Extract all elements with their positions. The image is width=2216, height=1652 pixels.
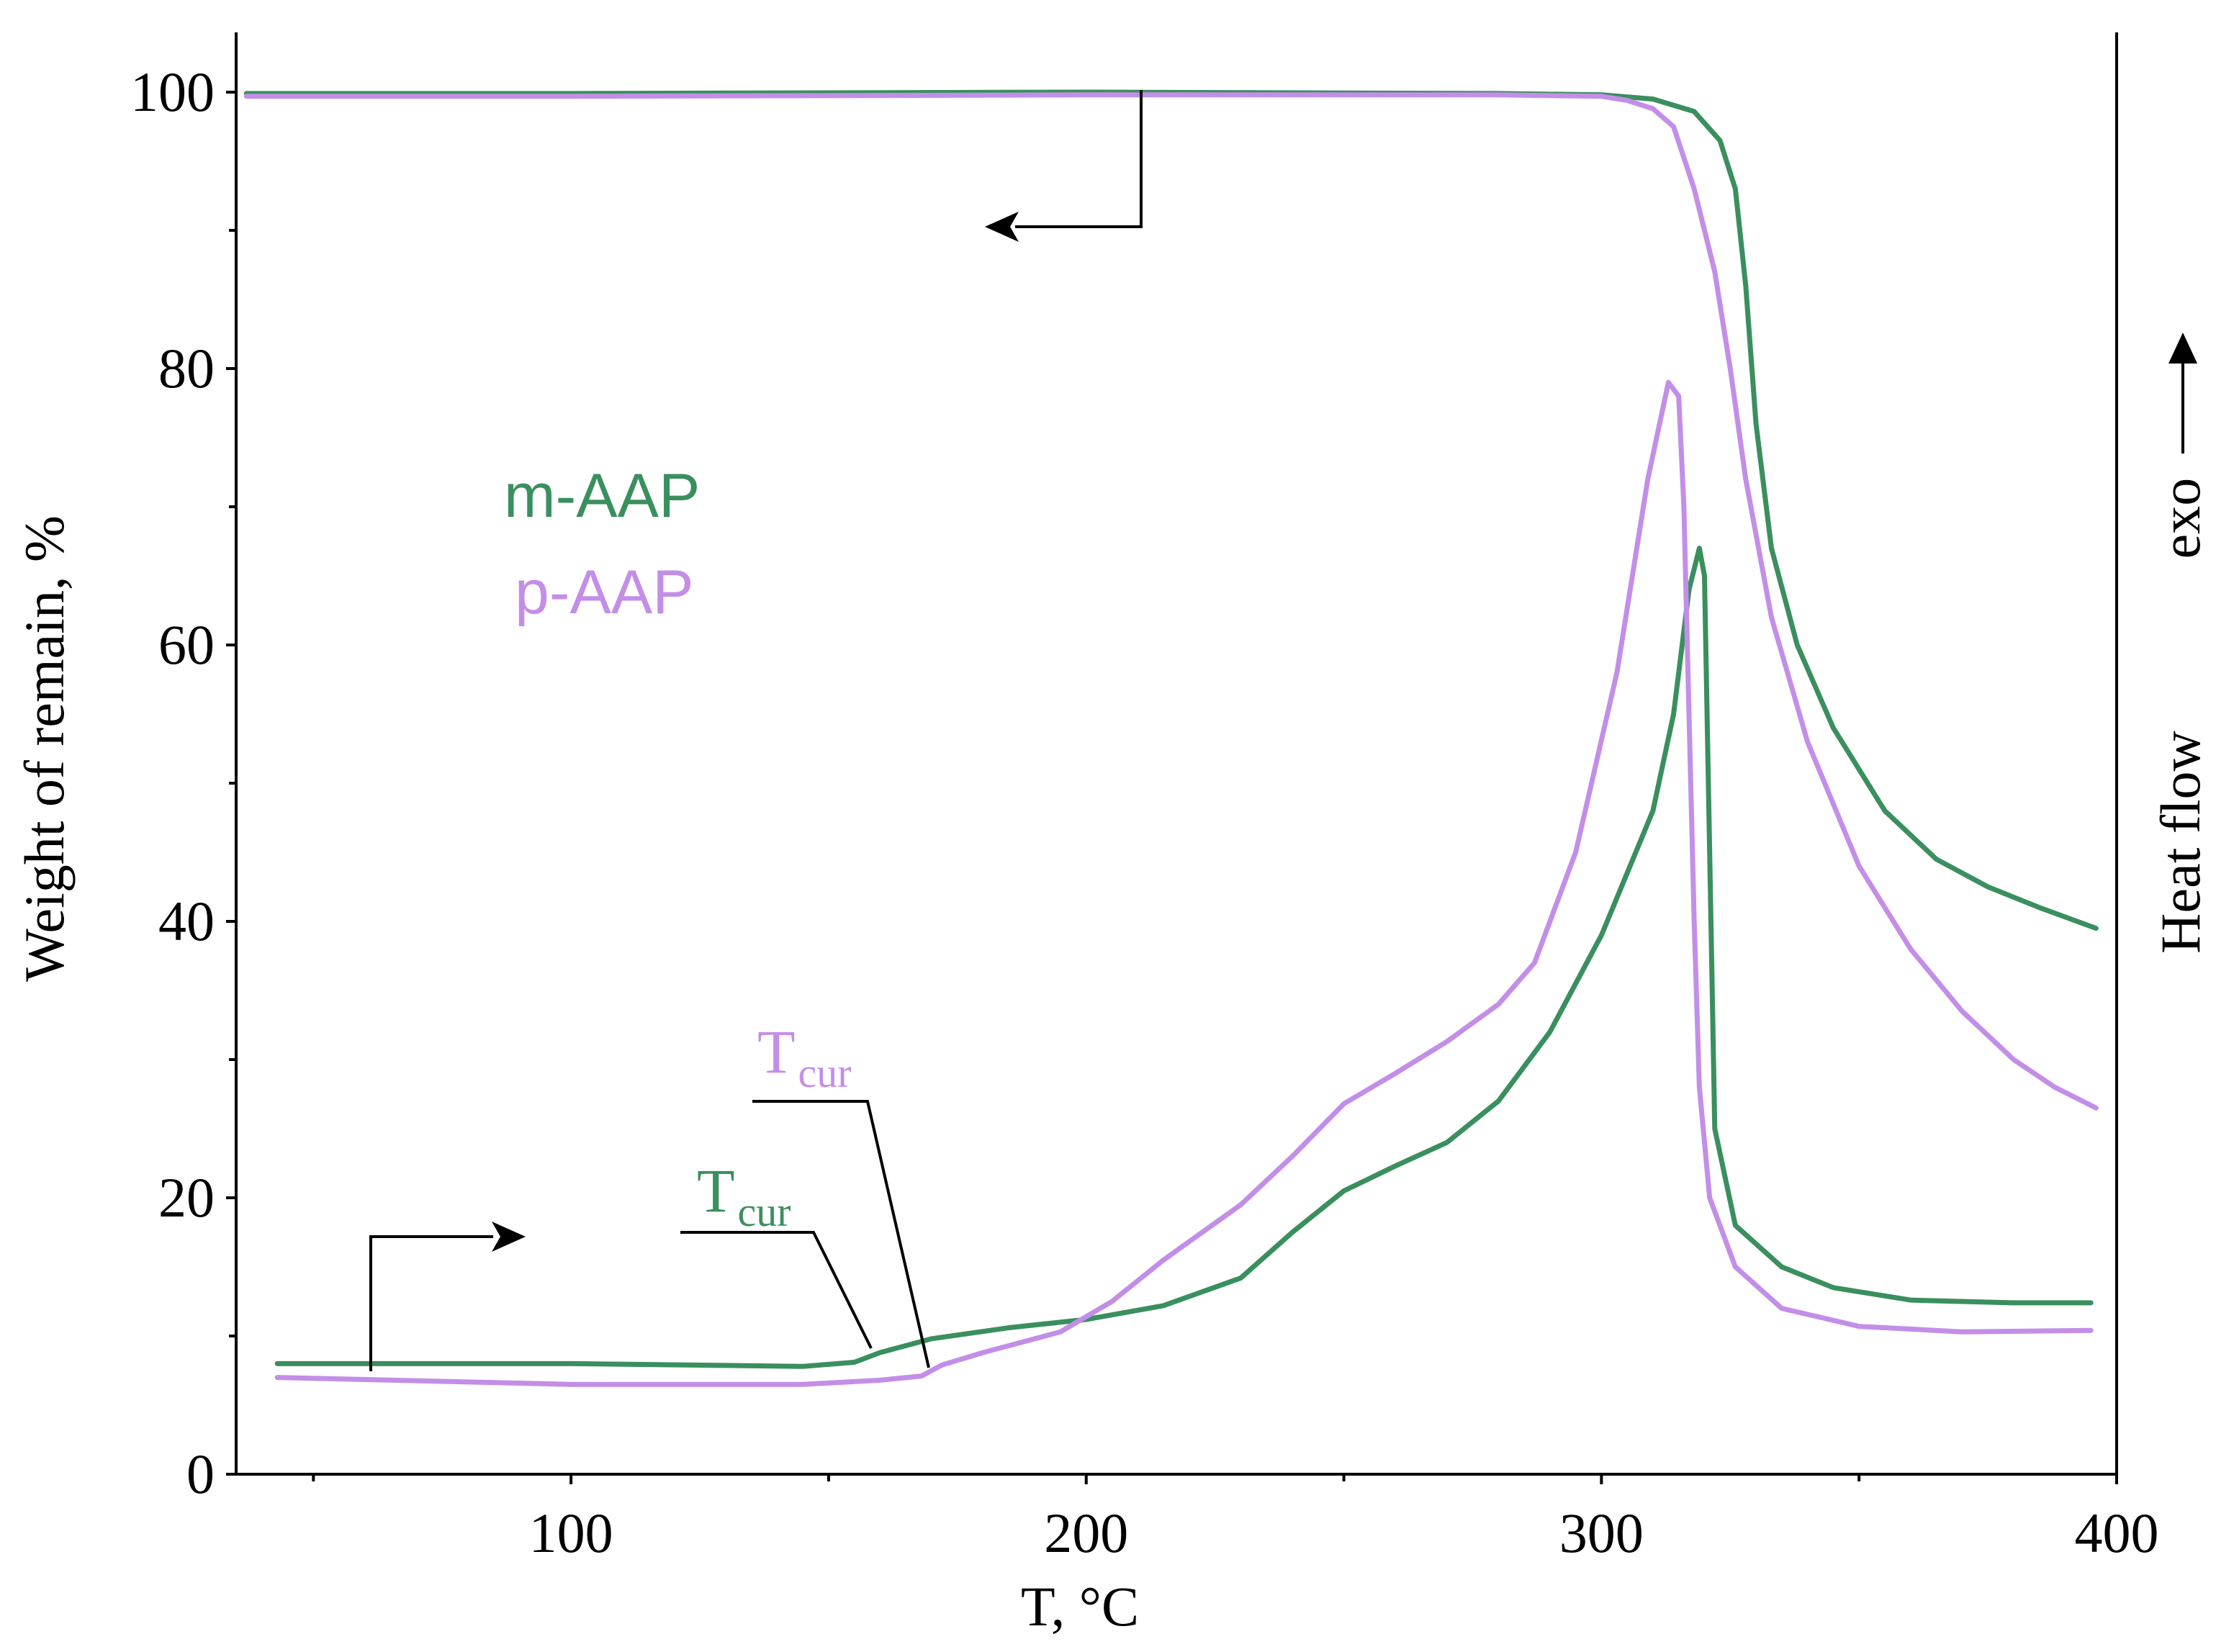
- tcur-m-aap-leader: [680, 1231, 873, 1349]
- y-tick-label: 40: [158, 890, 215, 952]
- y-tick-label: 20: [158, 1166, 215, 1229]
- legend-p-aap: p-AAP: [515, 558, 694, 627]
- tcur-p-aap-main: T: [757, 1017, 796, 1086]
- y2-axis-title: Heat flow: [2149, 731, 2212, 954]
- y-axis-title: Weight of remain, %: [13, 515, 76, 982]
- tcur-annotation-p-aap: Tcur: [752, 1017, 930, 1368]
- series-p-aap-tga: [243, 92, 2099, 1111]
- series-p-aap-dsc: [274, 379, 2094, 1387]
- x-tick-label: 400: [2075, 1502, 2159, 1564]
- y-tick-label: 100: [130, 60, 215, 123]
- dsc-arrow-shaft: [369, 1235, 493, 1371]
- tcur-annotation-m-aap: Tcur: [680, 1156, 873, 1349]
- tcur-m-aap-sub: cur: [738, 1188, 791, 1235]
- exo-label: exo: [2149, 478, 2212, 559]
- dsc-arrow-right-icon: [492, 1222, 526, 1252]
- dsc-axis-arrow: [369, 1222, 526, 1371]
- exo-arrow-icon: [2168, 333, 2197, 364]
- axis-ticks: [226, 91, 2118, 1484]
- tga-arrow-left-icon: [985, 212, 1019, 242]
- axis-tick-labels: 0 20 40 60 80 100 100 200 300 400: [130, 60, 2159, 1564]
- x-tick-label: 100: [529, 1502, 613, 1564]
- tcur-m-aap-main: T: [697, 1156, 735, 1225]
- legend: m-AAP p-AAP: [504, 461, 700, 627]
- legend-m-aap: m-AAP: [504, 461, 700, 531]
- y-tick-label: 80: [158, 337, 215, 400]
- tcur-p-aap-leader: [752, 1100, 930, 1368]
- tcur-p-aap-sub: cur: [798, 1050, 852, 1096]
- x-tick-label: 300: [1559, 1502, 1644, 1564]
- y-tick-label: 0: [186, 1443, 215, 1505]
- x-axis-title: T, °C: [1021, 1575, 1139, 1638]
- x-tick-label: 200: [1044, 1502, 1128, 1564]
- y-tick-label: 60: [158, 613, 215, 676]
- tcur-m-aap-label: Tcur: [697, 1156, 791, 1235]
- tcur-p-aap-label: Tcur: [757, 1017, 852, 1096]
- tga-arrow-shaft: [1015, 90, 1143, 228]
- tga-axis-arrow: [985, 90, 1143, 242]
- series-layer: [243, 89, 2099, 1387]
